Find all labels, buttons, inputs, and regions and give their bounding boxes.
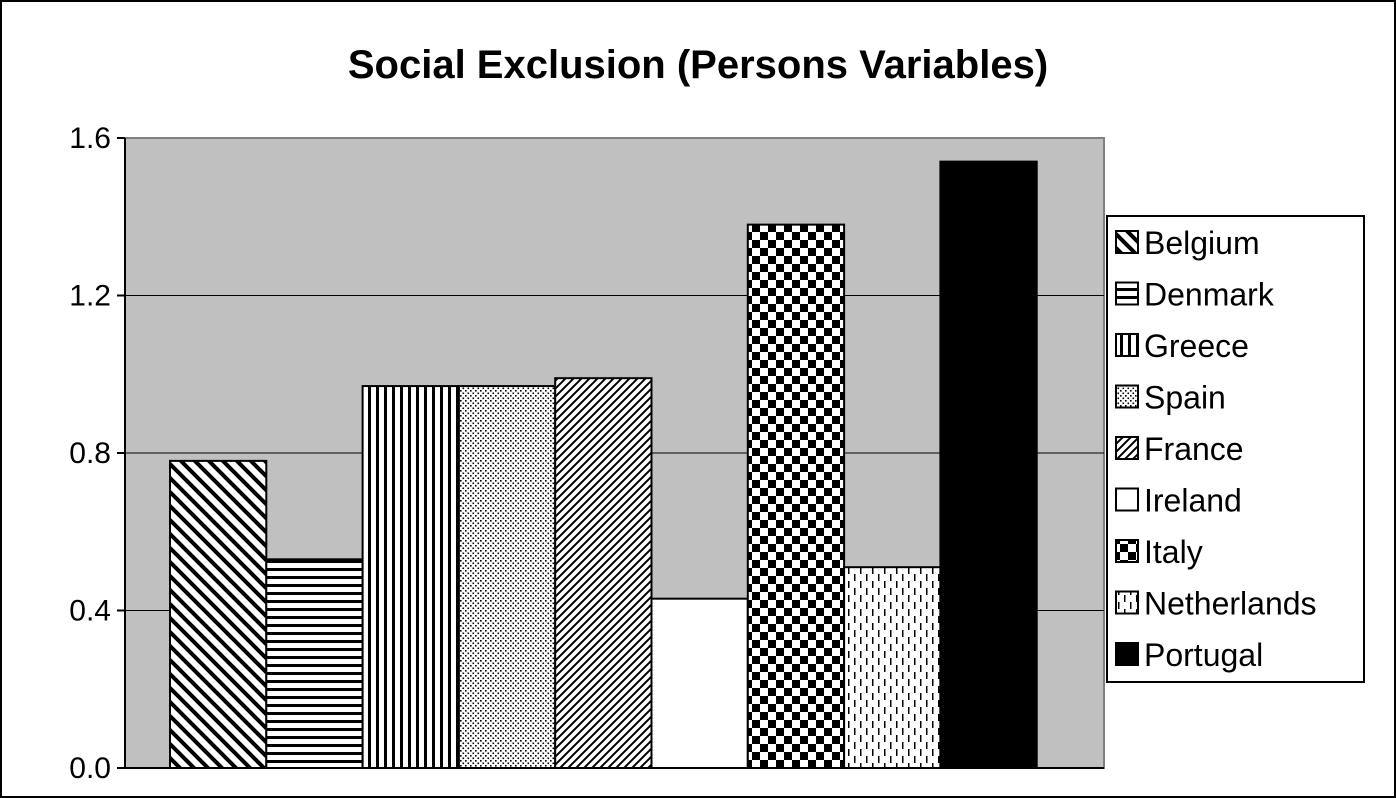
legend-swatch-greece <box>1115 333 1139 357</box>
legend-swatch-denmark <box>1115 281 1139 306</box>
legend-label-france: France <box>1144 431 1244 467</box>
chart-title: Social Exclusion (Persons Variables) <box>348 43 1048 87</box>
legend-label-portugal: Portugal <box>1144 637 1263 673</box>
bar-netherlands <box>843 566 942 769</box>
legend-swatch-belgium <box>1115 230 1139 254</box>
bar-portugal <box>939 160 1038 769</box>
y-tick-label: 1.2 <box>69 280 111 313</box>
legend-swatch-portugal <box>1115 642 1139 666</box>
bar-france <box>554 377 653 769</box>
y-tick-label: 0.0 <box>69 752 111 785</box>
legend-label-ireland: Ireland <box>1144 483 1242 519</box>
legend-swatch-netherlands <box>1115 590 1139 615</box>
y-tick-label: 0.4 <box>69 595 111 628</box>
legend-swatch-italy <box>1115 539 1139 563</box>
y-axis: 0.0 0.4 0.8 1.2 1.6 <box>69 122 126 785</box>
legend-swatch-spain <box>1115 384 1139 409</box>
legend-label-spain: Spain <box>1144 380 1226 416</box>
bar-italy <box>746 223 846 769</box>
legend-box <box>1106 215 1365 683</box>
legend-label-greece: Greece <box>1144 328 1249 364</box>
legend-label-denmark: Denmark <box>1144 277 1275 313</box>
legend-label-italy: Italy <box>1144 534 1203 570</box>
y-tick-label: 0.8 <box>69 437 111 470</box>
bar-denmark <box>265 558 364 769</box>
legend: Belgium Denmark Greece Spain France Ireland It… <box>1115 225 1317 673</box>
legend-swatch-france <box>1115 436 1139 460</box>
bars <box>125 160 1104 769</box>
legend-swatch-ireland <box>1115 487 1139 512</box>
bar-spain <box>457 385 557 769</box>
bar-ireland <box>650 597 749 769</box>
y-tick-label: 1.6 <box>69 122 111 155</box>
bar-belgium <box>169 459 268 769</box>
bar-greece <box>361 385 460 769</box>
legend-label-belgium: Belgium <box>1144 225 1260 261</box>
legend-label-netherlands: Netherlands <box>1144 586 1317 622</box>
